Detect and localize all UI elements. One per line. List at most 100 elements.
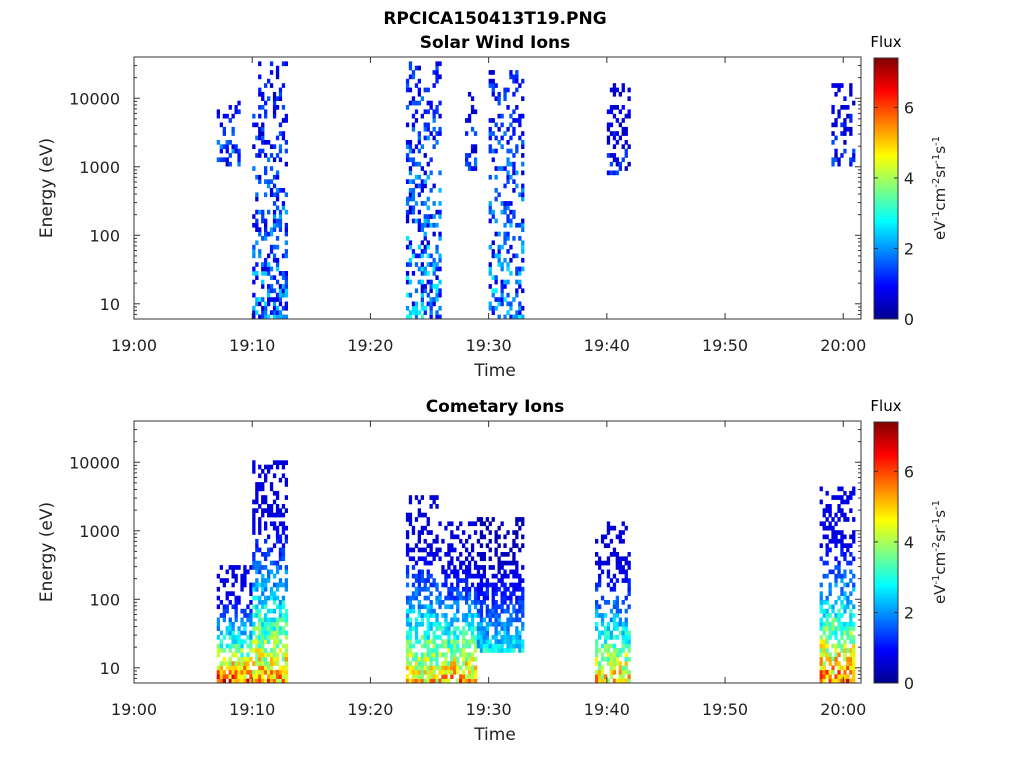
- heatmap-cell: [438, 288, 442, 294]
- heatmap-cell: [261, 643, 265, 649]
- heatmap-cell: [843, 643, 847, 649]
- heatmap-cell: [512, 608, 516, 614]
- heatmap-cell: [284, 669, 288, 675]
- heatmap-cell: [429, 188, 433, 193]
- heatmap-cell: [491, 214, 495, 219]
- heatmap-cell: [494, 218, 498, 224]
- heatmap-cell: [521, 595, 525, 601]
- heatmap-cell: [234, 617, 238, 623]
- heatmap-cell: [518, 547, 522, 553]
- heatmap-cell: [822, 630, 826, 636]
- heatmap-cell: [494, 547, 498, 553]
- heatmap-cell: [438, 257, 442, 263]
- heatmap-cell: [476, 595, 481, 601]
- heatmap-cell: [518, 586, 522, 592]
- heatmap-cell: [609, 131, 614, 136]
- heatmap-cell: [473, 560, 478, 566]
- heatmap-cell: [609, 669, 614, 675]
- heatmap-cell: [269, 626, 274, 631]
- heatmap-cell: [840, 534, 844, 540]
- heatmap-cell: [491, 648, 495, 653]
- heatmap-cell: [515, 595, 519, 601]
- heatmap-cell: [414, 560, 419, 566]
- heatmap-cell: [837, 674, 841, 679]
- heatmap-cell: [426, 244, 430, 250]
- heatmap-cell: [612, 656, 617, 662]
- heatmap-cell: [465, 665, 469, 671]
- heatmap-cell: [423, 547, 427, 553]
- heatmap-cell: [512, 560, 516, 566]
- heatmap-cell: [456, 608, 460, 614]
- heatmap-cell: [479, 604, 484, 610]
- heatmap-cell: [426, 87, 430, 93]
- heatmap-cell: [275, 534, 280, 540]
- heatmap-cell: [618, 608, 622, 614]
- heatmap-cell: [612, 87, 617, 93]
- heatmap-cell: [831, 83, 835, 88]
- heatmap-cell: [264, 565, 268, 570]
- y-tick-label: 10000: [69, 453, 120, 472]
- heatmap-cell: [426, 648, 430, 653]
- heatmap-cell: [246, 643, 250, 649]
- heatmap-cell: [408, 635, 413, 640]
- heatmap-cell: [278, 227, 283, 232]
- heatmap-cell: [447, 565, 451, 570]
- heatmap-cell: [831, 122, 835, 128]
- heatmap-cell: [840, 678, 844, 684]
- heatmap-cell: [488, 556, 492, 562]
- heatmap-cell: [275, 135, 280, 141]
- heatmap-cell: [840, 621, 844, 627]
- heatmap-cell: [470, 639, 475, 644]
- heatmap-cell: [515, 70, 519, 75]
- heatmap-cell: [267, 630, 271, 636]
- heatmap-cell: [269, 678, 274, 684]
- heatmap-cell: [237, 600, 241, 605]
- heatmap-cell: [843, 648, 847, 653]
- heatmap-cell: [269, 61, 274, 67]
- heatmap-cell: [252, 669, 256, 675]
- heatmap-cell: [408, 205, 413, 211]
- heatmap-cell: [228, 140, 232, 145]
- heatmap-cell: [609, 630, 614, 636]
- heatmap-cell: [465, 617, 469, 623]
- heatmap-cell: [249, 591, 253, 596]
- heatmap-cell: [408, 196, 413, 202]
- heatmap-cell: [237, 656, 241, 662]
- heatmap-cell: [441, 678, 445, 684]
- heatmap-cell: [278, 87, 283, 93]
- heatmap-cell: [420, 249, 424, 254]
- heatmap-cell: [598, 674, 602, 679]
- heatmap-cell: [426, 253, 430, 259]
- heatmap-cell: [216, 157, 220, 163]
- heatmap-cell: [515, 600, 519, 605]
- heatmap-cell: [272, 227, 277, 232]
- heatmap-cell: [627, 560, 631, 566]
- heatmap-cell: [828, 508, 832, 513]
- heatmap-cell: [609, 105, 614, 110]
- heatmap-cell: [825, 600, 829, 605]
- heatmap-cell: [465, 586, 469, 592]
- heatmap-cell: [275, 569, 280, 575]
- heatmap-cell: [267, 297, 271, 302]
- heatmap-cell: [423, 630, 427, 636]
- heatmap-cell: [831, 495, 835, 500]
- heatmap-cell: [494, 552, 498, 557]
- heatmap-cell: [284, 61, 288, 67]
- heatmap-cell: [518, 635, 522, 640]
- heatmap-cell: [447, 665, 451, 671]
- heatmap-cell: [459, 652, 463, 658]
- heatmap-cell: [272, 257, 277, 263]
- heatmap-cell: [411, 301, 416, 307]
- heatmap-cell: [411, 253, 416, 259]
- heatmap-cell: [518, 118, 522, 123]
- heatmap-cell: [843, 499, 847, 505]
- heatmap-cell: [420, 297, 424, 302]
- heatmap-cell: [473, 166, 478, 171]
- heatmap-cell: [837, 486, 841, 492]
- heatmap-cell: [453, 643, 457, 649]
- heatmap-cell: [231, 643, 235, 649]
- heatmap-cell: [497, 96, 501, 101]
- heatmap-cell: [408, 512, 413, 518]
- heatmap-cell: [450, 643, 454, 649]
- heatmap-cell: [819, 604, 823, 610]
